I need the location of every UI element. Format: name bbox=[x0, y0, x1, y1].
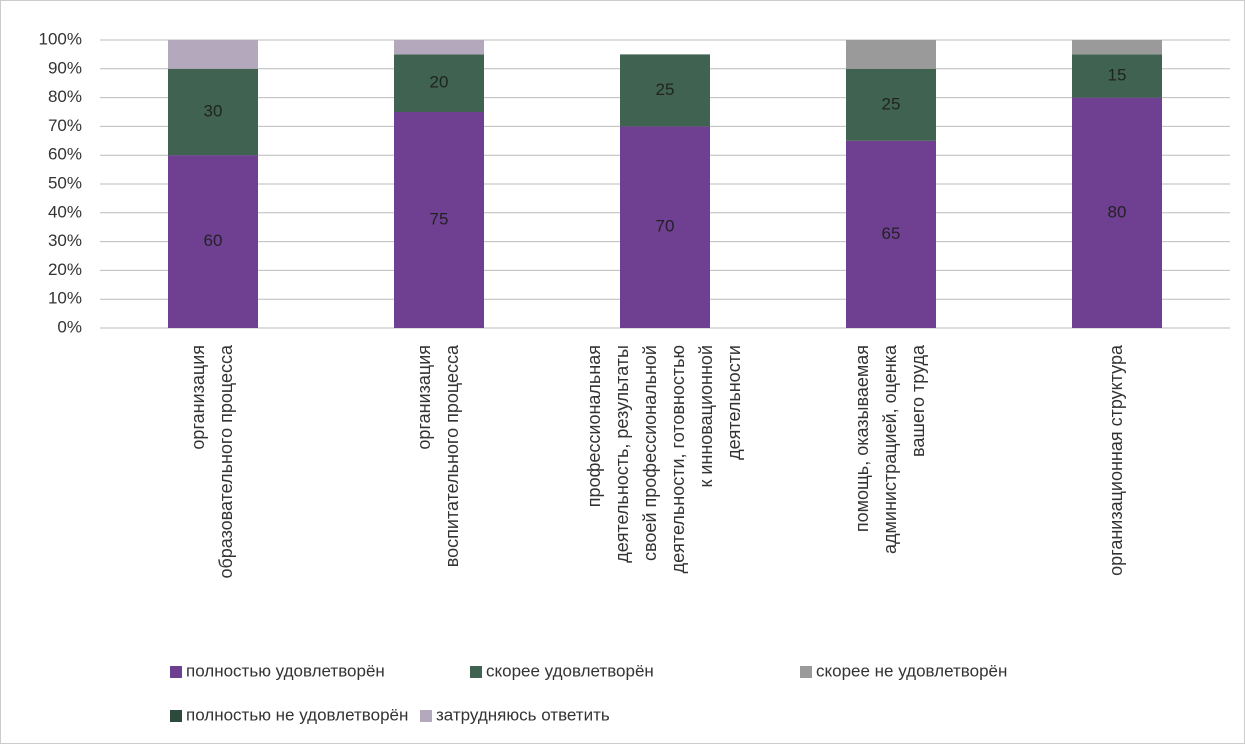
x-tick-label: деятельности bbox=[724, 345, 744, 460]
x-tick-label: организация bbox=[188, 345, 208, 450]
y-tick-label: 70% bbox=[48, 116, 82, 135]
legend-swatch bbox=[470, 666, 482, 678]
data-label: 30 bbox=[204, 101, 223, 120]
bar-segment bbox=[168, 68, 258, 156]
legend-label: скорее удовлетворён bbox=[486, 661, 654, 680]
bar-segment bbox=[846, 68, 936, 141]
legend-label: полностью удовлетворён bbox=[186, 661, 385, 680]
legend-swatch bbox=[800, 666, 812, 678]
legend-swatch bbox=[170, 666, 182, 678]
data-label: 25 bbox=[882, 94, 901, 113]
x-tick-label: администрацией, оценка bbox=[880, 344, 900, 554]
y-tick-label: 10% bbox=[48, 289, 82, 308]
bar-segment bbox=[394, 112, 484, 328]
x-tick-label: своей профессиональной bbox=[640, 345, 660, 561]
data-label: 80 bbox=[1108, 202, 1127, 221]
x-tick-label: деятельность, результаты bbox=[612, 345, 632, 563]
y-tick-label: 90% bbox=[48, 58, 82, 77]
bar-segment bbox=[168, 155, 258, 328]
y-tick-label: 0% bbox=[57, 317, 82, 336]
legend-label: полностью не удовлетворён bbox=[186, 705, 408, 724]
legend-swatch bbox=[420, 710, 432, 722]
bar-segment bbox=[620, 126, 710, 329]
bar-segment bbox=[846, 40, 936, 69]
x-tick-label: воспитательного процесса bbox=[442, 344, 462, 567]
y-tick-label: 20% bbox=[48, 260, 82, 279]
x-tick-label: профессиональная bbox=[584, 345, 604, 507]
x-tick-label: к инновационной bbox=[696, 345, 716, 488]
y-tick-label: 80% bbox=[48, 87, 82, 106]
bar-segment bbox=[1072, 54, 1162, 98]
x-tick-label: организация bbox=[414, 345, 434, 450]
legend-swatch bbox=[170, 710, 182, 722]
x-tick-label: вашего труда bbox=[908, 344, 928, 457]
x-tick-label: деятельности, готовностью bbox=[668, 345, 688, 573]
data-label: 65 bbox=[882, 224, 901, 243]
legend-label: скорее не удовлетворён bbox=[816, 661, 1007, 680]
x-tick-label: организационная структура bbox=[1106, 344, 1126, 576]
data-label: 15 bbox=[1108, 65, 1127, 84]
data-label: 25 bbox=[656, 80, 675, 99]
bar-segment bbox=[620, 54, 710, 127]
bar-segment bbox=[394, 54, 484, 112]
y-tick-label: 50% bbox=[48, 173, 82, 192]
y-tick-label: 60% bbox=[48, 145, 82, 164]
data-label: 60 bbox=[204, 231, 223, 250]
y-tick-label: 40% bbox=[48, 202, 82, 221]
x-tick-label: помощь, оказываемая bbox=[852, 345, 872, 532]
data-label: 20 bbox=[430, 73, 449, 92]
x-tick-label: образовательного процесса bbox=[216, 344, 236, 579]
bar-segment bbox=[846, 140, 936, 328]
data-label: 75 bbox=[430, 209, 449, 228]
y-tick-label: 100% bbox=[39, 29, 82, 48]
data-label: 70 bbox=[656, 217, 675, 236]
bar-segment bbox=[394, 40, 484, 55]
y-tick-label: 30% bbox=[48, 231, 82, 250]
legend-label: затрудняюсь ответить bbox=[436, 705, 610, 724]
bar-segment bbox=[168, 40, 258, 69]
bar-segment bbox=[1072, 40, 1162, 55]
bar-segment bbox=[1072, 97, 1162, 328]
